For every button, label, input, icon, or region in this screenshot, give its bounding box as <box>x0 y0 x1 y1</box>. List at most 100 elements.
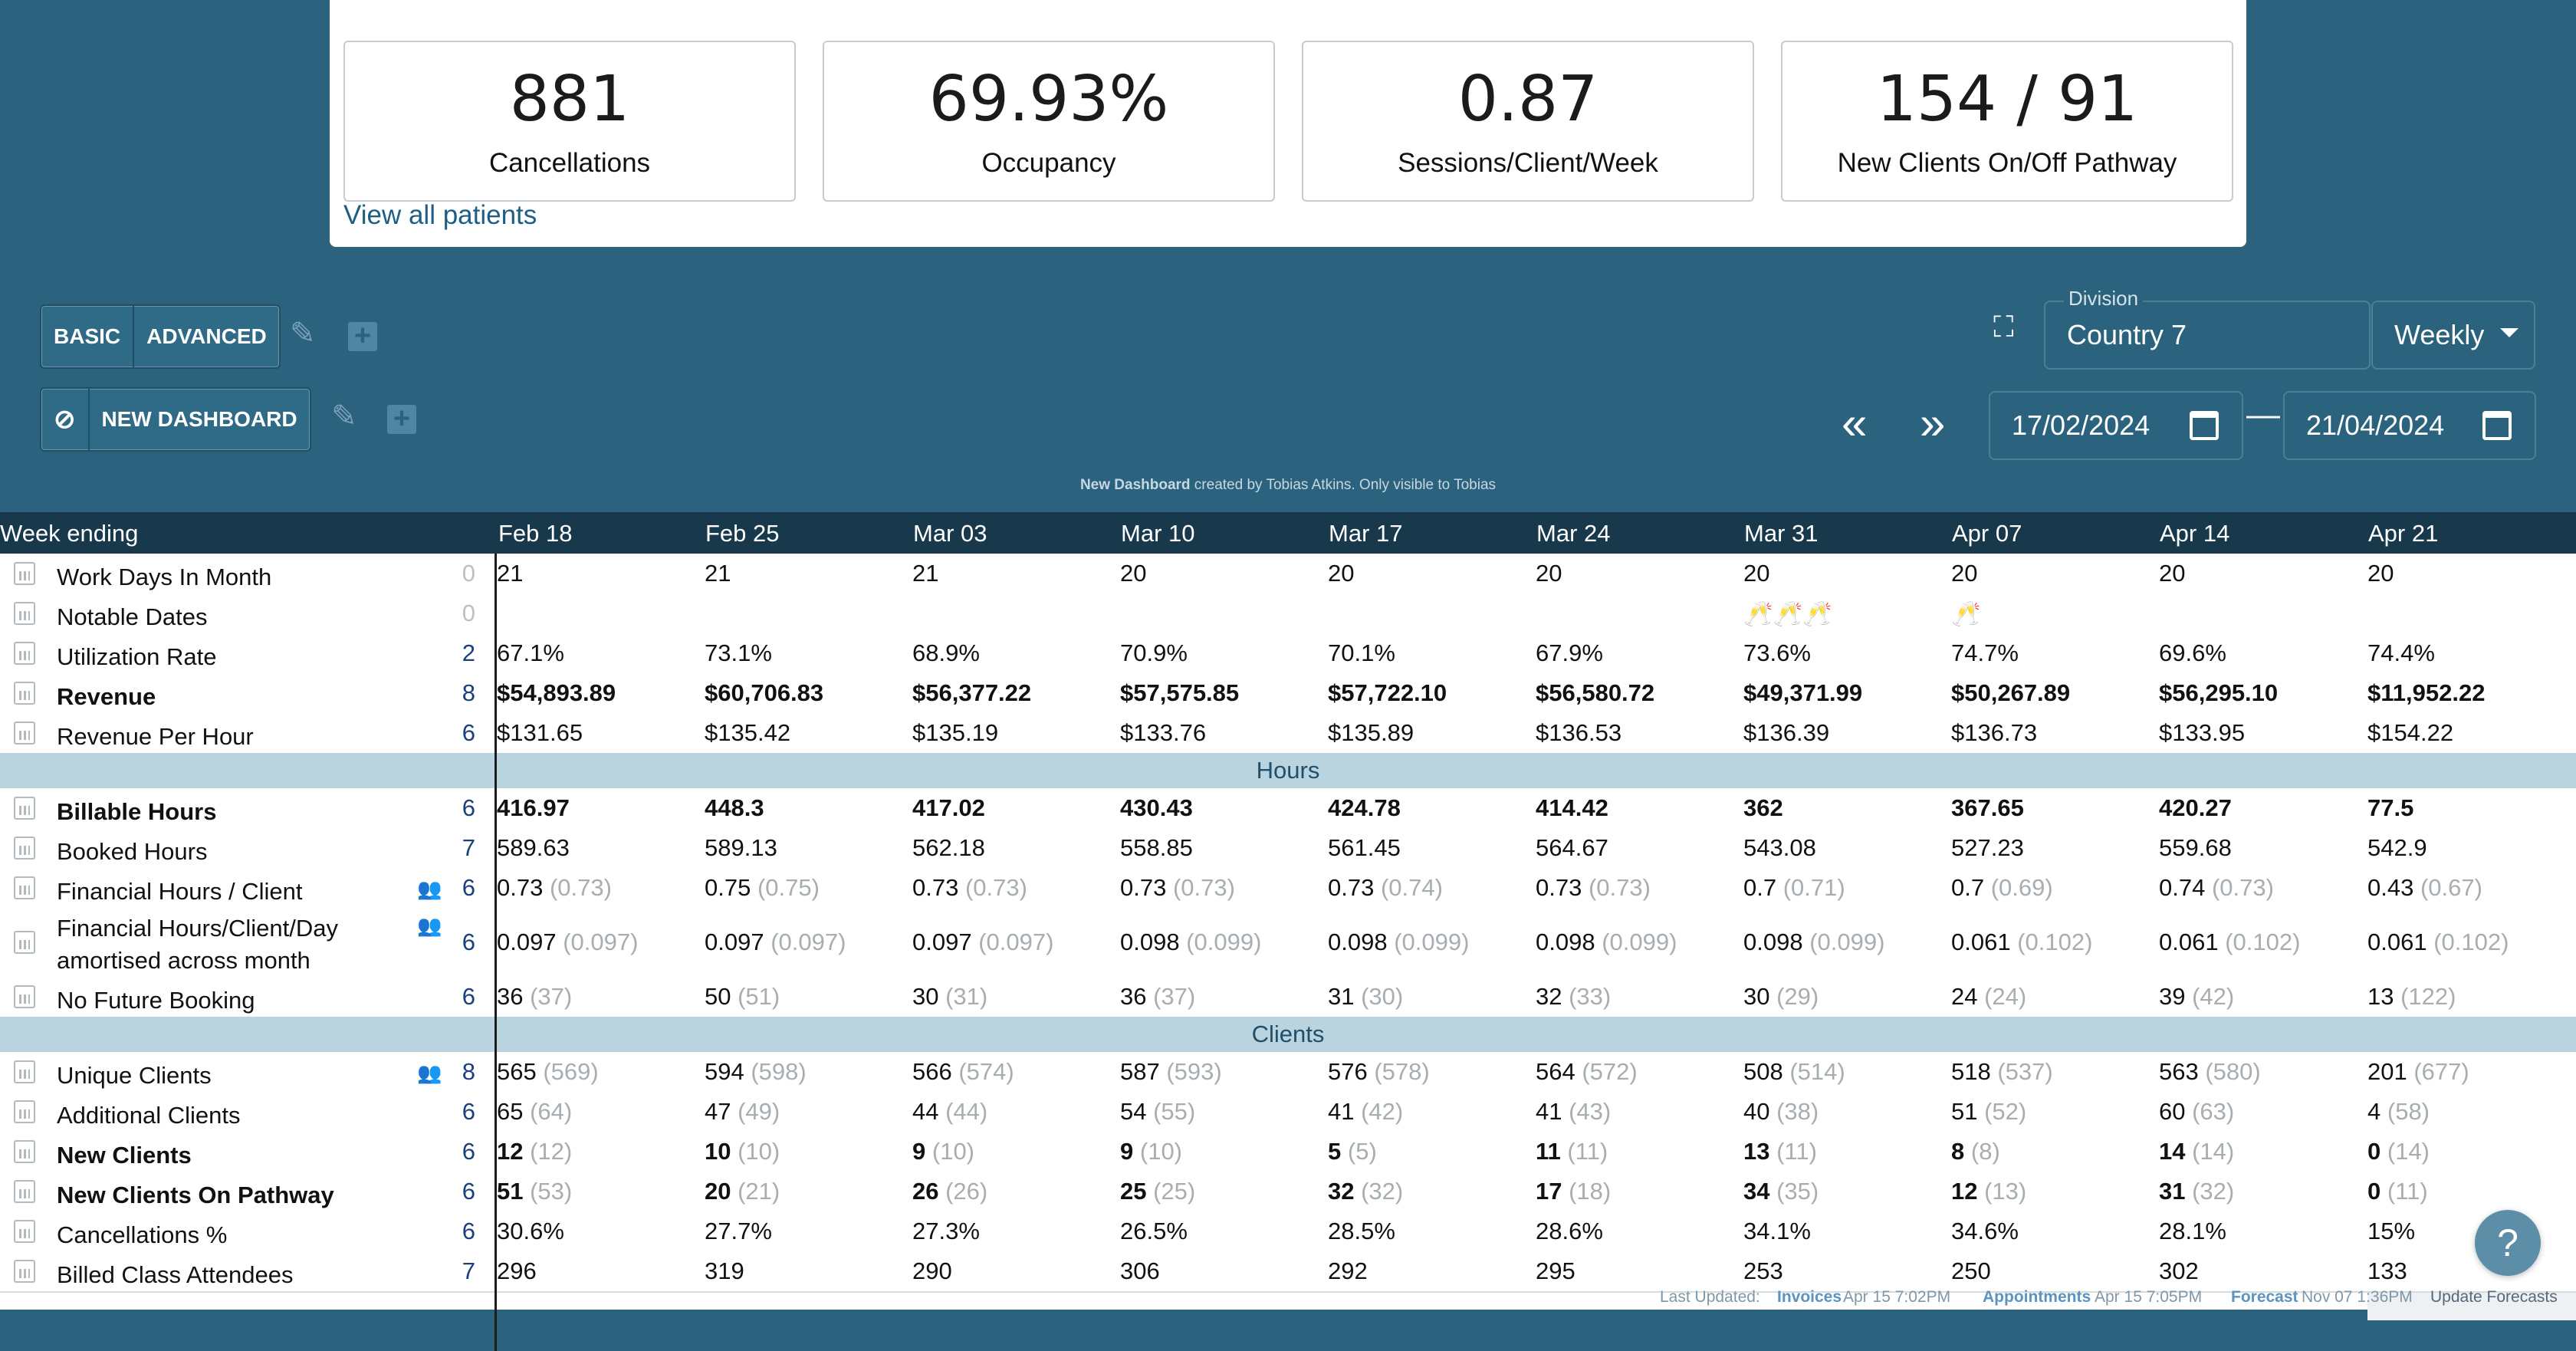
table-cell: 28.5% <box>1328 1218 1395 1245</box>
chart-icon[interactable] <box>14 642 35 665</box>
row-count[interactable]: 6 <box>462 794 475 821</box>
chart-icon[interactable] <box>14 682 35 705</box>
calendar-icon[interactable] <box>2190 411 2219 440</box>
cell-forecast: (569) <box>543 1058 599 1085</box>
cell-forecast: (33) <box>1569 983 1612 1010</box>
cell-value: 589.63 <box>497 834 570 861</box>
cell-value: 14 <box>2159 1138 2186 1165</box>
cell-forecast: (578) <box>1374 1058 1430 1085</box>
table-row: New Clients 6 12 (12) 10 (10) 9 (10) 9 (10) 5 … <box>0 1132 2576 1173</box>
eye-off-icon[interactable]: ⊘ <box>54 405 76 434</box>
cell-forecast: (122) <box>2400 983 2456 1010</box>
row-count[interactable]: 2 <box>462 639 475 666</box>
row-count[interactable]: 6 <box>462 929 475 955</box>
table-cell: 20 (21) <box>705 1178 780 1205</box>
chart-icon[interactable] <box>14 931 35 954</box>
row-count[interactable]: 6 <box>462 1138 475 1165</box>
cell-value: 0.061 <box>2159 929 2219 955</box>
cell-value: 13 <box>2367 983 2394 1010</box>
chart-icon[interactable] <box>14 985 35 1008</box>
chart-icon[interactable] <box>14 1140 35 1163</box>
table-cell: 250 <box>1951 1257 1991 1285</box>
pencil-icon[interactable]: ✎ <box>331 399 357 433</box>
row-label: Booked Hours <box>57 836 207 868</box>
table-cell: $56,295.10 <box>2159 679 2278 707</box>
chart-icon[interactable] <box>14 1100 35 1123</box>
chart-icon[interactable] <box>14 837 35 860</box>
cell-value: 0.7 <box>1951 874 1985 901</box>
cell-value: 0.75 <box>705 874 751 901</box>
table-cell: 527.23 <box>1951 834 2024 862</box>
row-count[interactable]: 7 <box>462 834 475 861</box>
chart-icon[interactable] <box>14 1060 35 1083</box>
cell-value: 4 <box>2367 1098 2381 1125</box>
row-count[interactable]: 7 <box>462 1257 475 1284</box>
calendar-icon[interactable] <box>2482 411 2512 440</box>
row-count[interactable]: 6 <box>462 874 475 901</box>
row-count[interactable]: 6 <box>462 1098 475 1125</box>
chart-icon[interactable] <box>14 602 35 625</box>
cell-forecast: (12) <box>530 1138 573 1165</box>
date-from-field[interactable]: 17/02/2024 <box>1989 391 2243 460</box>
chart-icon[interactable] <box>14 1220 35 1243</box>
cell-forecast: (0.71) <box>1783 874 1845 901</box>
table-cell: 26 (26) <box>912 1178 987 1205</box>
row-label-text: New Clients On Pathway <box>57 1182 334 1208</box>
cell-forecast: (0.099) <box>1394 929 1470 955</box>
table-cell: 69.6% <box>2159 639 2226 667</box>
table-cell: 4 (58) <box>2367 1098 2430 1126</box>
previous-period-button[interactable]: « <box>1842 397 1868 449</box>
row-count[interactable]: 0 <box>462 600 475 626</box>
chart-icon[interactable] <box>14 722 35 745</box>
row-count[interactable]: 6 <box>462 983 475 1010</box>
table-cell: $136.39 <box>1743 719 1829 747</box>
chart-icon[interactable] <box>14 1180 35 1203</box>
week-header: Mar 10 <box>1121 520 1195 547</box>
cell-value: 518 <box>1951 1058 1991 1085</box>
chart-icon[interactable] <box>14 797 35 820</box>
last-updated-label: Last Updated: <box>1660 1288 1760 1306</box>
row-count[interactable]: 6 <box>462 1218 475 1244</box>
cell-value: 27.3% <box>912 1218 980 1244</box>
next-period-button[interactable]: » <box>1920 397 1946 449</box>
table-cell: 589.63 <box>497 834 570 862</box>
period-select[interactable]: Weekly <box>2371 301 2535 370</box>
basic-button[interactable]: BASIC <box>54 324 121 348</box>
add-icon[interactable]: + <box>387 404 416 434</box>
help-icon[interactable]: ? <box>2475 1210 2541 1276</box>
chart-icon[interactable] <box>14 1260 35 1283</box>
table-cell: 77.5 <box>2367 794 2413 822</box>
cell-value: 21 <box>912 560 939 587</box>
row-count[interactable]: 6 <box>462 719 475 746</box>
cell-value: 367.65 <box>1951 794 2024 821</box>
chart-icon[interactable] <box>14 562 35 585</box>
division-select[interactable]: Division Country 7 <box>2044 287 2371 370</box>
new-dashboard-button[interactable]: NEW DASHBOARD <box>87 389 310 450</box>
cell-value: $60,706.83 <box>705 679 824 706</box>
row-label: Notable Dates <box>57 601 207 633</box>
cell-value: 558.85 <box>1120 834 1193 861</box>
date-to-field[interactable]: 21/04/2024 <box>2283 391 2536 460</box>
cell-value: 362 <box>1743 794 1783 821</box>
advanced-button[interactable]: ADVANCED <box>133 306 279 367</box>
row-count[interactable]: 8 <box>462 1058 475 1085</box>
table-cell: 416.97 <box>497 794 570 822</box>
row-count[interactable]: 6 <box>462 1178 475 1205</box>
cell-value: 290 <box>912 1257 952 1284</box>
row-count[interactable]: 0 <box>462 560 475 587</box>
fullscreen-icon[interactable]: ⛶ <box>1993 311 2014 344</box>
stat-new-clients: 154 / 91 New Clients On/Off Pathway <box>1781 41 2233 202</box>
add-icon[interactable]: + <box>348 321 377 351</box>
cell-forecast: (37) <box>530 983 573 1010</box>
pencil-icon[interactable]: ✎ <box>290 317 316 350</box>
row-count[interactable]: 8 <box>462 679 475 706</box>
update-forecasts-link[interactable]: Update Forecasts <box>2430 1288 2558 1306</box>
table-cell: 28.6% <box>1536 1218 1603 1245</box>
cell-value: $49,371.99 <box>1743 679 1863 706</box>
cell-value: 20 <box>705 1178 731 1205</box>
cell-value: 319 <box>705 1257 744 1284</box>
table-cell: 0.061 (0.102) <box>2367 929 2509 956</box>
chart-icon[interactable] <box>14 876 35 899</box>
view-all-patients-link[interactable]: View all patients <box>343 200 537 230</box>
cell-value: 15% <box>2367 1218 2416 1244</box>
